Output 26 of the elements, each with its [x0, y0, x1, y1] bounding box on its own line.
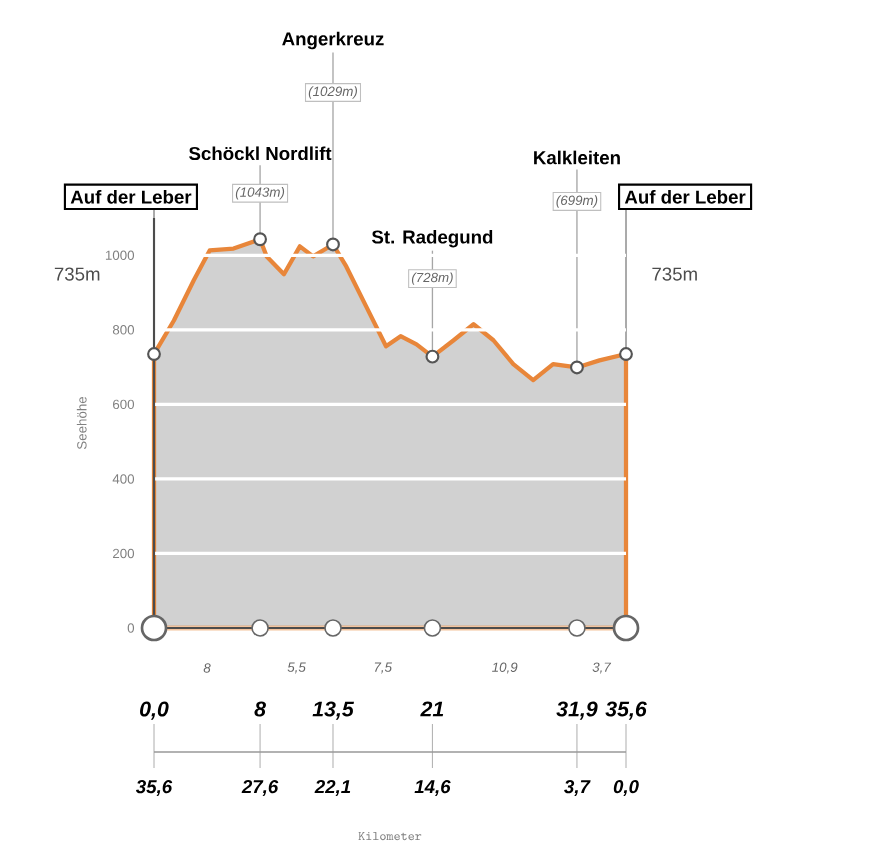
- annotation: 27,6: [241, 780, 279, 796]
- annotation: Schöckl Nordlift: [189, 146, 332, 161]
- annotation: Auf der Leber: [624, 189, 746, 204]
- annotation: 35,6: [135, 780, 173, 796]
- x-tick-label: 35,6: [605, 701, 647, 720]
- annotation: Angerkreuz: [282, 31, 384, 50]
- x-tick-label: 21: [420, 701, 444, 717]
- annotation: 3,7: [564, 780, 591, 796]
- point: [326, 237, 340, 252]
- annotation: Kalkleiten: [534, 150, 620, 165]
- text: 735m: [652, 267, 697, 281]
- point: [253, 232, 268, 247]
- annotation: 14,6: [414, 780, 451, 796]
- point: [570, 360, 584, 375]
- point: [425, 349, 440, 364]
- x-tick-label: 8: [254, 701, 266, 717]
- point: [619, 347, 633, 361]
- annotation: 22,1: [314, 780, 351, 796]
- text: 735m: [54, 267, 100, 281]
- annotation: St. Radegund: [371, 229, 493, 248]
- annotation: 0,0: [613, 780, 639, 796]
- x-tick-label: 31,9: [556, 701, 598, 720]
- annotation: Auf der Leber: [70, 189, 192, 204]
- point: [147, 347, 161, 361]
- x-tick-label: 0,0: [140, 701, 169, 720]
- x-tick-label: 13,5: [312, 701, 355, 720]
